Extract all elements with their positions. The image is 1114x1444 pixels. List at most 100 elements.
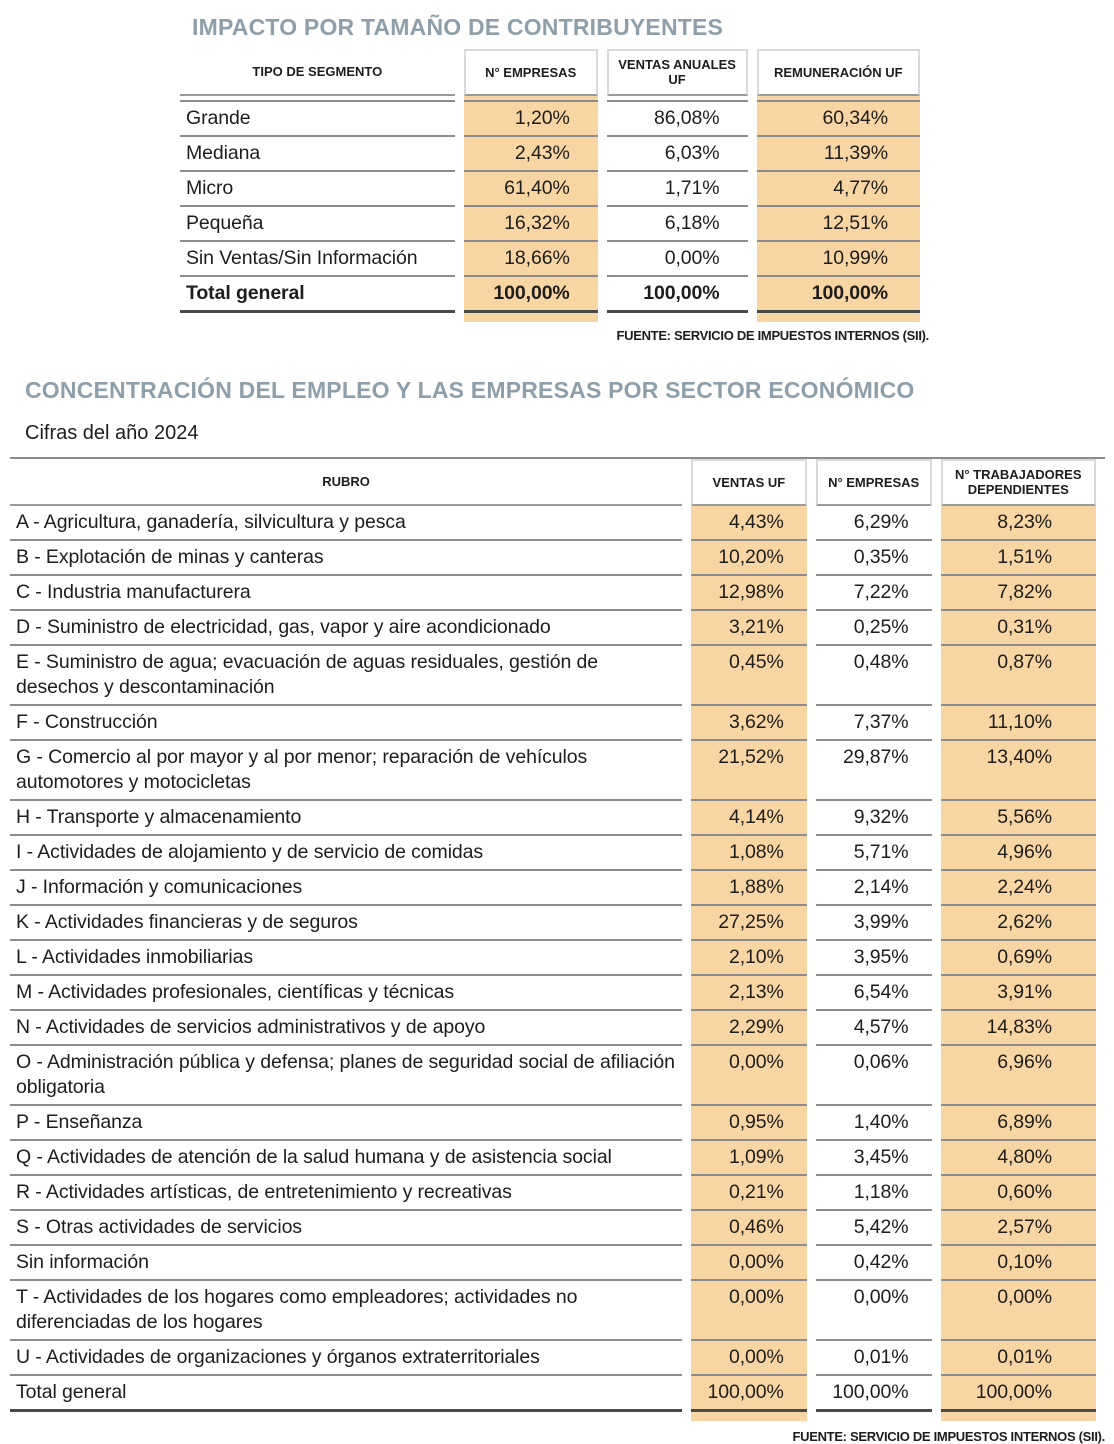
row-label: P - Enseñanza [10,1106,683,1141]
row-label: Total general [180,277,455,313]
value-cell: 0,00% [815,1281,932,1341]
sector-concentration-subtitle: Cifras del año 2024 [25,422,199,444]
row-label: Sin Ventas/Sin Información [180,242,455,277]
table-row: Grande 1,20% 86,08% 60,34% [180,102,920,137]
column-header: REMUNERACIÓN UF [756,49,920,96]
column-strip-cell [606,96,748,102]
value-cell: 11,39% [756,137,920,172]
value-cell: 0,31% [940,611,1096,646]
row-label: J - Información y comunicaciones [10,871,683,906]
column-strip-cell [463,96,598,102]
value-cell: 100,00% [815,1376,932,1412]
value-cell: 0,87% [940,646,1096,706]
row-label: E - Suministro de agua; evacuación de ag… [10,646,683,706]
value-cell: 1,18% [815,1176,932,1211]
value-cell: 100,00% [463,277,598,313]
table-row: P - Enseñanza 0,95% 1,40% 6,89% [10,1106,1096,1141]
row-label: S - Otras actividades de servicios [10,1211,683,1246]
segment-impact-section: IMPACTO POR TAMAÑO DE CONTRIBUYENTES TIP… [180,14,929,343]
value-cell: 2,24% [940,871,1096,906]
value-cell: 0,35% [815,541,932,576]
value-cell: 14,83% [940,1011,1096,1046]
value-cell: 86,08% [606,102,748,137]
table-row: O - Administración pública y defensa; pl… [10,1046,1096,1106]
value-cell: 3,45% [815,1141,932,1176]
row-label: K - Actividades financieras y de seguros [10,906,683,941]
value-cell: 4,96% [940,836,1096,871]
table-row: Sin información 0,00% 0,42% 0,10% [10,1246,1096,1281]
sector-concentration-title: CONCENTRACIÓN DEL EMPLEO Y LAS EMPRESAS … [25,377,915,403]
value-cell: 21,52% [691,741,807,801]
sector-concentration-section: CONCENTRACIÓN DEL EMPLEO Y LAS EMPRESAS … [10,377,1105,1444]
value-cell: 1,09% [691,1141,807,1176]
row-label: U - Actividades de organizaciones y órga… [10,1341,683,1376]
value-cell: 1,51% [940,541,1096,576]
table-row: Sin Ventas/Sin Información 18,66% 0,00% 10,… [180,242,920,277]
value-cell: 60,34% [756,102,920,137]
table-row: S - Otras actividades de servicios 0,46% 5… [10,1211,1096,1246]
value-cell: 1,88% [691,871,807,906]
value-cell: 100,00% [606,277,748,313]
value-cell: 3,91% [940,976,1096,1011]
table-row: A - Agricultura, ganadería, silvicultura… [10,506,1096,541]
value-cell: 27,25% [691,906,807,941]
value-cell: 0,25% [815,611,932,646]
column-strip-cell [607,313,748,322]
value-cell: 5,56% [940,801,1096,836]
table-row: L - Actividades inmobiliarias 2,10% 3,95% 0… [10,941,1096,976]
value-cell: 13,40% [940,741,1096,801]
table-row: Mediana 2,43% 6,03% 11,39% [180,137,920,172]
segment-impact-table: TIPO DE SEGMENTO N° EMPRESAS VENTAS ANUALE… [171,49,929,322]
value-cell: 12,98% [691,576,807,611]
value-cell: 7,37% [815,706,932,741]
value-cell: 5,42% [815,1211,932,1246]
row-label: F - Construcción [10,706,683,741]
value-cell: 2,57% [940,1211,1096,1246]
value-cell: 3,62% [691,706,807,741]
value-cell: 18,66% [463,242,598,277]
table-row: U - Actividades de organizaciones y órga… [10,1341,1096,1376]
row-label: L - Actividades inmobiliarias [10,941,683,976]
table-row: E - Suministro de agua; evacuación de ag… [10,646,1096,706]
column-strip-cell [691,1412,807,1421]
header-gap-row [180,96,920,102]
table-row: Total general 100,00% 100,00% 100,00% [10,1376,1096,1412]
header-row: TIPO DE SEGMENTO N° EMPRESAS VENTAS ANUALE… [180,49,920,96]
value-cell: 0,01% [815,1341,932,1376]
value-cell: 2,13% [691,976,807,1011]
segment-impact-title: IMPACTO POR TAMAÑO DE CONTRIBUYENTES [192,14,724,40]
value-cell: 0,45% [691,646,807,706]
column-header: TIPO DE SEGMENTO [180,49,455,96]
value-cell: 1,40% [815,1106,932,1141]
column-header: VENTAS UF [691,459,807,506]
value-cell: 29,87% [815,741,932,801]
value-cell: 0,60% [940,1176,1096,1211]
segment-impact-source: FUENTE: SERVICIO DE IMPUESTOS INTERNOS (… [616,328,929,343]
row-label: M - Actividades profesionales, científic… [10,976,683,1011]
column-header: N° EMPRESAS [463,49,598,96]
column-header: N° TRABAJADORES DEPENDIENTES [940,459,1096,506]
row-label: B - Explotación de minas y canteras [10,541,683,576]
header-row: RUBRO VENTAS UF N° EMPRESAS N° TRABAJADORES… [10,459,1096,506]
sector-concentration-table: RUBRO VENTAS UF N° EMPRESAS N° TRABAJADORES… [1,459,1105,1421]
column-header: VENTAS ANUALES UF [606,49,748,96]
row-label: H - Transporte y almacenamiento [10,801,683,836]
value-cell: 3,95% [815,941,932,976]
table-row: Total general 100,00% 100,00% 100,00% [180,277,920,313]
table-row: Q - Actividades de atención de la salud … [10,1141,1096,1176]
column-strip-cell [756,96,920,102]
column-strip-cell [463,313,598,322]
value-cell: 2,43% [463,137,598,172]
table-row: Micro 61,40% 1,71% 4,77% [180,172,920,207]
table-row: G - Comercio al por mayor y al por menor… [10,741,1096,801]
value-cell: 0,69% [940,941,1096,976]
row-label: Pequeña [180,207,455,242]
value-cell: 4,57% [815,1011,932,1046]
row-label: R - Actividades artísticas, de entreteni… [10,1176,683,1211]
value-cell: 100,00% [756,277,920,313]
value-cell: 4,80% [940,1141,1096,1176]
table-row: H - Transporte y almacenamiento 4,14% 9,32… [10,801,1096,836]
value-cell: 1,20% [463,102,598,137]
value-cell: 7,82% [940,576,1096,611]
